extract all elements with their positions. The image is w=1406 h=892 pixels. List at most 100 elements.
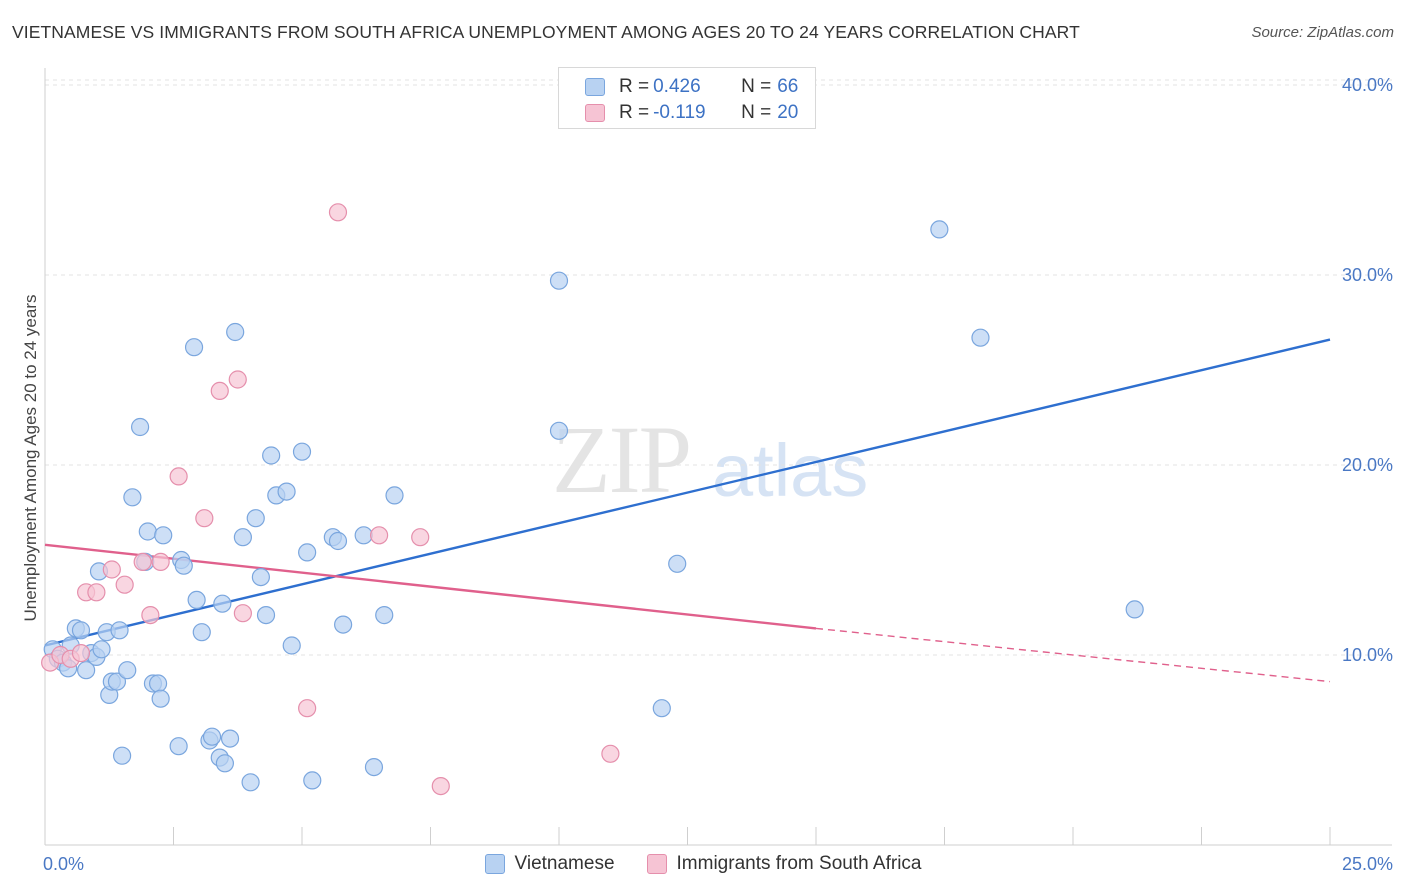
vietnamese-point — [292, 442, 312, 461]
vietnamese-point — [277, 482, 296, 501]
vietnamese-point — [364, 757, 384, 777]
vietnamese-point — [262, 446, 281, 465]
x-tick-label: 25.0% — [1342, 854, 1393, 874]
x-tick-label: 0.0% — [43, 854, 84, 874]
vietnamese-point — [549, 421, 569, 440]
vietnamese-point — [334, 615, 353, 634]
vietnamese-point — [184, 338, 204, 357]
vietnamese-point — [971, 328, 990, 347]
vietnamese-point — [110, 621, 129, 640]
vietnamese-point — [549, 271, 569, 290]
axes — [44, 68, 1392, 846]
legend-n-value: 66 — [777, 76, 799, 97]
south-africa-point — [233, 604, 252, 623]
grid-lines — [45, 79, 1392, 656]
vietnamese-point — [130, 417, 150, 437]
vietnamese-point — [246, 509, 265, 528]
vietnamese-point — [148, 674, 168, 693]
legend-n-value: 20 — [777, 102, 799, 123]
vietnamese-point — [202, 727, 222, 746]
south-africa-point — [151, 552, 170, 572]
vietnamese-point — [328, 531, 348, 551]
south-africa-point — [115, 575, 134, 594]
legend-row-vietnamese: R = 0.426 N = 66 — [585, 75, 798, 99]
y-tick-label: 30.0% — [1342, 265, 1393, 285]
south-africa-point — [133, 552, 152, 572]
watermark-atlas: atlas — [712, 429, 869, 512]
south-africa-point — [328, 203, 348, 222]
y-tick-label: 40.0% — [1342, 75, 1393, 95]
vietnamese-point — [213, 594, 232, 613]
legend-swatch-vietnamese — [484, 854, 505, 874]
vietnamese-point — [930, 220, 949, 239]
south-africa-point — [141, 605, 160, 625]
series-legend-south-africa[interactable]: Immigrants from South Africa — [646, 853, 922, 875]
vietnamese-point — [118, 661, 137, 680]
data-points — [41, 203, 1144, 796]
vietnamese-point — [251, 567, 270, 587]
vietnamese-point — [385, 486, 404, 505]
legend-swatch-vietnamese — [585, 78, 605, 96]
vietnamese-point — [303, 771, 322, 790]
legend-row-south-africa: R = -0.119 N = 20 — [585, 101, 798, 125]
vietnamese-point — [71, 621, 91, 640]
south-africa-point — [71, 643, 91, 663]
series-legend-label: Vietnamese — [514, 853, 615, 874]
vietnamese-point — [1125, 600, 1144, 619]
legend-swatch-south-africa — [585, 104, 605, 122]
vietnamese-point — [107, 672, 127, 691]
south-africa-trend-line — [815, 627, 1331, 683]
south-africa-point — [298, 699, 317, 718]
vietnamese-point — [375, 605, 394, 625]
vietnamese-point — [668, 554, 687, 573]
legend-n-label: N = — [741, 76, 772, 97]
axis-labels: 10.0% 20.0% 30.0% 40.0% 0.0% 25.0% Unemploymen… — [21, 75, 1393, 874]
vietnamese-point — [174, 556, 193, 575]
south-africa-point — [195, 509, 214, 528]
vietnamese-point — [233, 528, 252, 547]
trend-lines — [44, 338, 1331, 683]
y-tick-label: 10.0% — [1342, 645, 1393, 665]
source-label: Source: ZipAtlas.com — [1251, 24, 1394, 41]
vietnamese-point — [282, 636, 301, 655]
vietnamese-point — [169, 737, 188, 756]
vietnamese-point — [215, 754, 234, 773]
vietnamese-trend-line — [44, 338, 1331, 647]
south-africa-point — [370, 526, 389, 545]
south-africa-point — [169, 467, 188, 486]
vietnamese-point — [354, 526, 373, 545]
south-africa-point — [431, 776, 450, 796]
legend-n-label: N = — [741, 102, 772, 123]
legend-r-label: R = — [619, 102, 650, 123]
vietnamese-point — [241, 773, 260, 792]
legend-r-value: -0.119 — [653, 102, 706, 123]
south-africa-point — [102, 560, 121, 579]
vietnamese-point — [187, 590, 206, 610]
series-legend: Vietnamese Immigrants from South Africa — [0, 852, 1406, 876]
legend-r-value: 0.426 — [653, 76, 701, 97]
vietnamese-point — [298, 543, 317, 562]
y-tick-label: 20.0% — [1342, 455, 1393, 475]
south-africa-point — [601, 744, 620, 763]
vietnamese-point — [92, 640, 111, 659]
vietnamese-point — [652, 699, 671, 718]
series-legend-vietnamese[interactable]: Vietnamese — [484, 853, 615, 875]
y-axis-label: Unemployment Among Ages 20 to 24 years — [21, 295, 40, 622]
vietnamese-point — [154, 526, 173, 545]
vietnamese-point — [256, 605, 276, 625]
vietnamese-point — [112, 746, 132, 765]
south-africa-point — [411, 528, 430, 547]
vietnamese-point — [192, 623, 211, 642]
vietnamese-point — [138, 522, 157, 541]
south-africa-point — [228, 370, 247, 389]
correlation-legend: R = 0.426 N = 66 R = -0.119 N = 20 — [558, 67, 816, 129]
legend-r-label: R = — [619, 76, 650, 97]
vietnamese-point — [123, 488, 142, 507]
vietnamese-point — [226, 322, 245, 342]
vietnamese-point — [77, 661, 96, 680]
south-africa-point — [210, 381, 229, 400]
series-legend-label: Immigrants from South Africa — [676, 853, 922, 874]
chart-title: VIETNAMESE VS IMMIGRANTS FROM SOUTH AFRI… — [12, 22, 1080, 42]
vietnamese-point — [151, 689, 170, 708]
watermark-zip: ZIP — [552, 406, 692, 513]
